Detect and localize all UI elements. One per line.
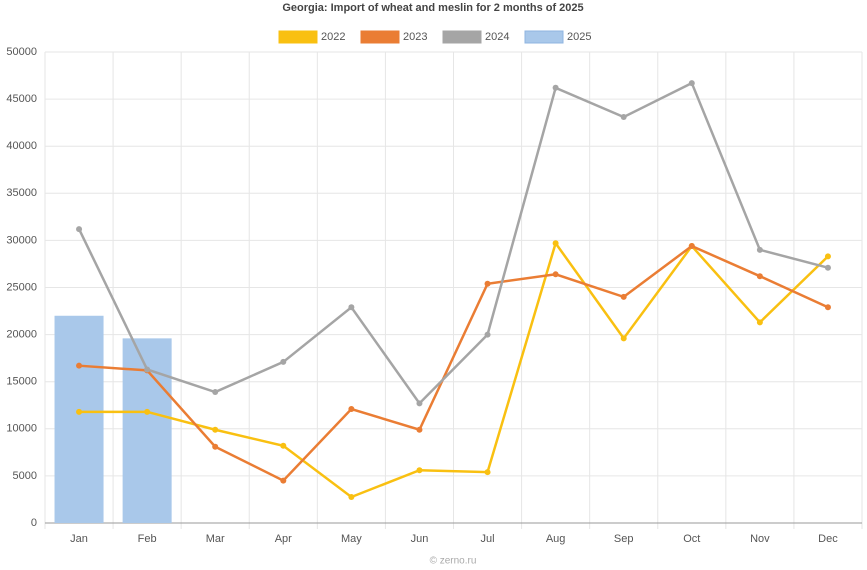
x-tick-label: Aug — [546, 533, 566, 545]
point — [280, 477, 287, 484]
point — [280, 442, 287, 449]
point — [484, 469, 491, 476]
point — [484, 331, 491, 338]
source: © zerno.ru — [430, 556, 477, 567]
y-tick-label: 35000 — [6, 187, 37, 199]
legend-swatch — [524, 30, 564, 44]
point — [552, 240, 559, 247]
point — [212, 389, 219, 396]
point — [212, 443, 219, 450]
point — [552, 84, 559, 91]
y-tick-label: 40000 — [6, 140, 37, 152]
line — [78, 244, 829, 483]
point — [144, 366, 151, 373]
x-tick-label: Dec — [818, 533, 838, 545]
line — [77, 81, 829, 406]
y-tick-label: 15000 — [6, 376, 37, 388]
y-tick-label: 0 — [31, 517, 37, 529]
y-tick-label: 30000 — [6, 234, 37, 246]
legend-swatch — [442, 30, 482, 44]
y-tick-label: 5000 — [13, 470, 37, 482]
legend-swatch — [360, 30, 400, 44]
legend-label: 2025 — [567, 31, 591, 43]
point — [348, 494, 355, 501]
y-tick-label: 25000 — [6, 281, 37, 293]
y-tick-label: 20000 — [6, 329, 37, 341]
legend-label: 2023 — [403, 31, 427, 43]
point — [416, 426, 423, 433]
point — [756, 319, 763, 326]
point — [620, 335, 627, 342]
point — [824, 264, 831, 271]
x-tick-label: Jan — [70, 533, 88, 545]
chart-title: Georgia: Import of wheat and meslin for … — [282, 2, 583, 14]
x-tick-label: Feb — [138, 533, 157, 545]
point — [348, 304, 355, 311]
point — [756, 246, 763, 253]
y-tick-label: 45000 — [6, 93, 37, 105]
point — [416, 400, 423, 407]
point — [280, 358, 287, 365]
legend-label: 2024 — [485, 31, 509, 43]
point — [552, 271, 559, 278]
point — [416, 467, 423, 474]
line — [79, 240, 829, 499]
point — [756, 273, 763, 280]
x-tick-label: May — [341, 533, 362, 545]
point — [212, 426, 219, 433]
point — [620, 113, 627, 120]
point — [688, 80, 695, 87]
y-tick-label: 10000 — [6, 423, 37, 435]
legend-swatch — [278, 30, 318, 44]
x-tick-label: Nov — [750, 533, 770, 545]
x-tick-label: Oct — [683, 533, 700, 545]
y-tick-label: 50000 — [6, 46, 37, 58]
point — [824, 253, 831, 260]
point — [620, 293, 627, 300]
bar — [54, 315, 104, 523]
bar — [122, 338, 172, 523]
point — [688, 243, 695, 250]
x-tick-label: Mar — [206, 533, 225, 545]
point — [76, 408, 83, 415]
point — [76, 362, 83, 369]
legend-label: 2022 — [321, 31, 345, 43]
point — [824, 304, 831, 311]
point — [76, 226, 83, 233]
point — [144, 408, 151, 415]
point — [348, 406, 355, 413]
point — [484, 280, 491, 287]
x-tick-label: Jul — [481, 533, 495, 545]
x-tick-label: Jun — [411, 533, 429, 545]
x-tick-label: Apr — [275, 533, 292, 545]
x-tick-label: Sep — [614, 533, 634, 545]
